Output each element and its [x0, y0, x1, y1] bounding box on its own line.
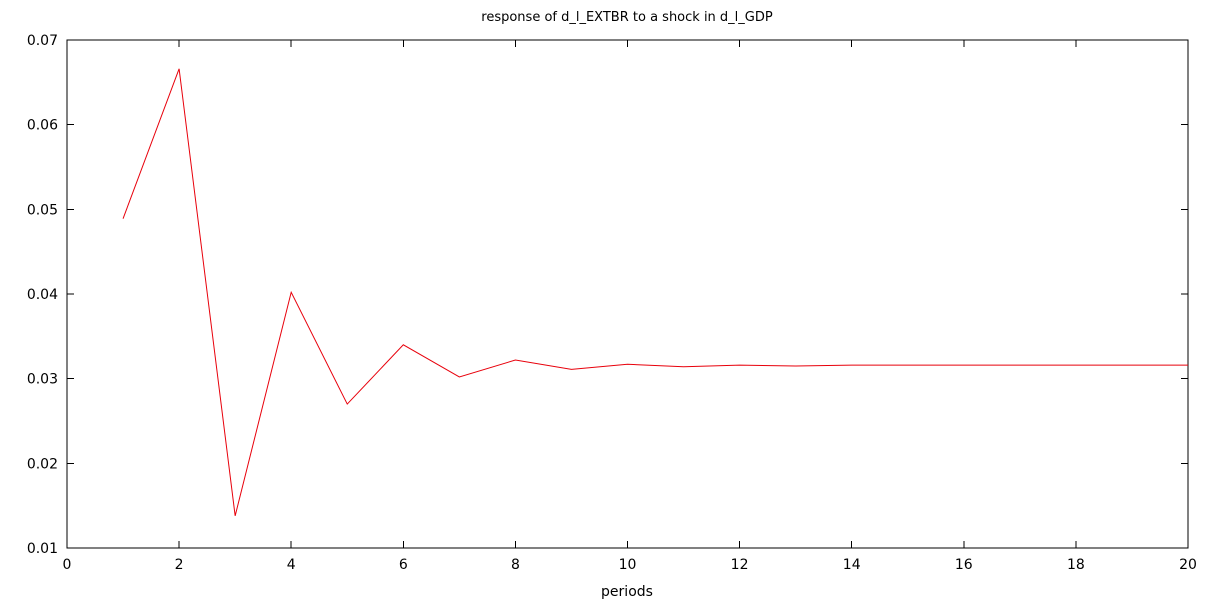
data-point	[459, 376, 460, 377]
data-point	[403, 344, 404, 345]
data-point	[739, 365, 740, 366]
data-point	[291, 292, 292, 293]
data-point	[1131, 365, 1132, 366]
x-tick-label: 12	[731, 557, 749, 573]
data-point	[571, 369, 572, 370]
y-tick-label: 0.07	[27, 33, 58, 49]
data-point	[683, 366, 684, 367]
x-tick-label: 0	[63, 557, 72, 573]
plot-frame-border	[66, 39, 1189, 549]
series-group	[122, 68, 1189, 516]
x-tick-label: 6	[399, 557, 408, 573]
x-tick-label: 2	[175, 557, 184, 573]
data-point	[515, 360, 516, 361]
y-tick-label: 0.02	[27, 456, 58, 472]
x-axis-ticks: 0 2 4 6 8 10 12 14 16 18 20	[63, 40, 1197, 573]
y-tick-label: 0.05	[27, 202, 58, 218]
y-tick-label: 0.04	[27, 287, 58, 303]
data-point	[963, 365, 964, 366]
data-point	[907, 365, 908, 366]
data-point	[627, 364, 628, 365]
data-point	[347, 404, 348, 405]
series-line	[122, 68, 1188, 516]
data-point	[1075, 365, 1076, 366]
x-tick-label: 20	[1179, 557, 1197, 573]
data-point	[179, 68, 180, 69]
data-point	[1188, 365, 1189, 366]
x-tick-label: 18	[1067, 557, 1085, 573]
data-point	[235, 515, 236, 516]
data-point	[123, 218, 124, 219]
data-point	[795, 365, 796, 366]
x-tick-label: 10	[619, 557, 637, 573]
plot-frame	[66, 39, 1189, 549]
y-axis-ticks: 0.01 0.02 0.03 0.04 0.05 0.06 0.07	[27, 33, 1188, 557]
y-tick-label: 0.06	[27, 118, 58, 134]
x-axis-label: periods	[601, 584, 653, 600]
y-tick-label: 0.03	[27, 372, 58, 388]
x-tick-label: 16	[955, 557, 973, 573]
x-tick-label: 14	[843, 557, 861, 573]
x-tick-label: 8	[511, 557, 520, 573]
data-point	[1019, 365, 1020, 366]
data-point	[851, 365, 852, 366]
chart-title: response of d_l_EXTBR to a shock in d_l_…	[481, 10, 773, 25]
y-tick-label: 0.01	[27, 541, 58, 557]
x-tick-label: 4	[287, 557, 296, 573]
